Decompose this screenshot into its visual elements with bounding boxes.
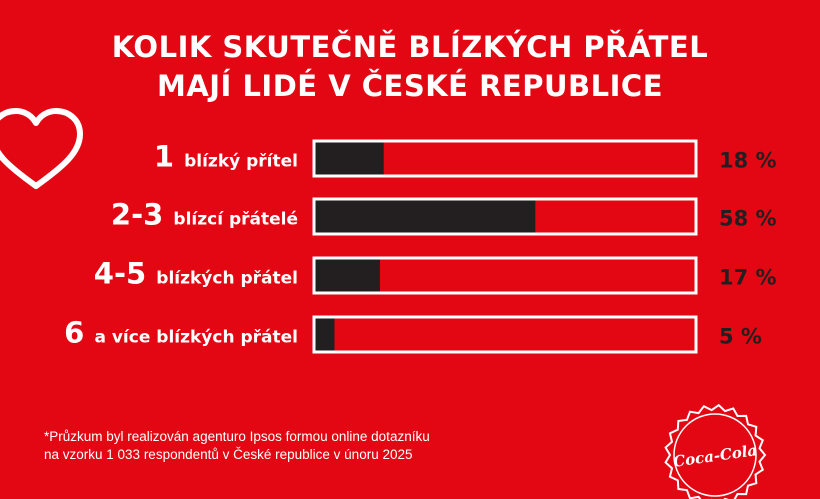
bar-track bbox=[312, 315, 698, 354]
title-line-1: KOLIK SKUTEČNĚ BLÍZKÝCH PŘÁTEL bbox=[111, 30, 709, 64]
heart-outline-icon bbox=[0, 108, 83, 189]
value-label: 58 % bbox=[719, 207, 777, 231]
logo-wordmark: Coca-Cola bbox=[672, 441, 758, 471]
category-label: 1 blízký přítel bbox=[154, 140, 298, 174]
footnote-line-2: na vzorku 1 033 respondentů v České repu… bbox=[44, 447, 413, 462]
bar bbox=[315, 259, 380, 292]
value-label: 17 % bbox=[719, 266, 777, 290]
footnote: *Průzkum byl realizován agenturo Ipsos f… bbox=[44, 428, 430, 464]
category-label: 6 a více blízkých přátel bbox=[64, 316, 298, 350]
category-text: a více blízkých přátel bbox=[94, 328, 298, 348]
category-label: 2-3 blízcí přátelé bbox=[111, 198, 298, 232]
category-number: 4-5 bbox=[94, 257, 157, 291]
chart-title: KOLIK SKUTEČNĚ BLÍZKÝCH PŘÁTEL MAJÍ LIDÉ… bbox=[0, 28, 820, 106]
value-label: 18 % bbox=[719, 149, 777, 173]
bar bbox=[315, 200, 536, 233]
category-text: blízcí přátelé bbox=[173, 210, 298, 230]
category-number: 1 bbox=[154, 140, 184, 174]
category-text: blízkých přátel bbox=[156, 269, 298, 289]
category-label: 4-5 blízkých přátel bbox=[94, 257, 298, 291]
bar bbox=[315, 142, 384, 175]
value-label: 5 % bbox=[719, 325, 762, 349]
category-number: 6 bbox=[64, 316, 94, 350]
bar bbox=[315, 318, 335, 351]
category-number: 2-3 bbox=[111, 198, 174, 232]
footnote-line-1: *Průzkum byl realizován agenturo Ipsos f… bbox=[44, 429, 430, 444]
coca-cola-logo: Coca-Cola bbox=[664, 403, 767, 499]
title-line-2: MAJÍ LIDÉ V ČESKÉ REPUBLICE bbox=[156, 69, 664, 103]
category-text: blízký přítel bbox=[184, 152, 298, 172]
